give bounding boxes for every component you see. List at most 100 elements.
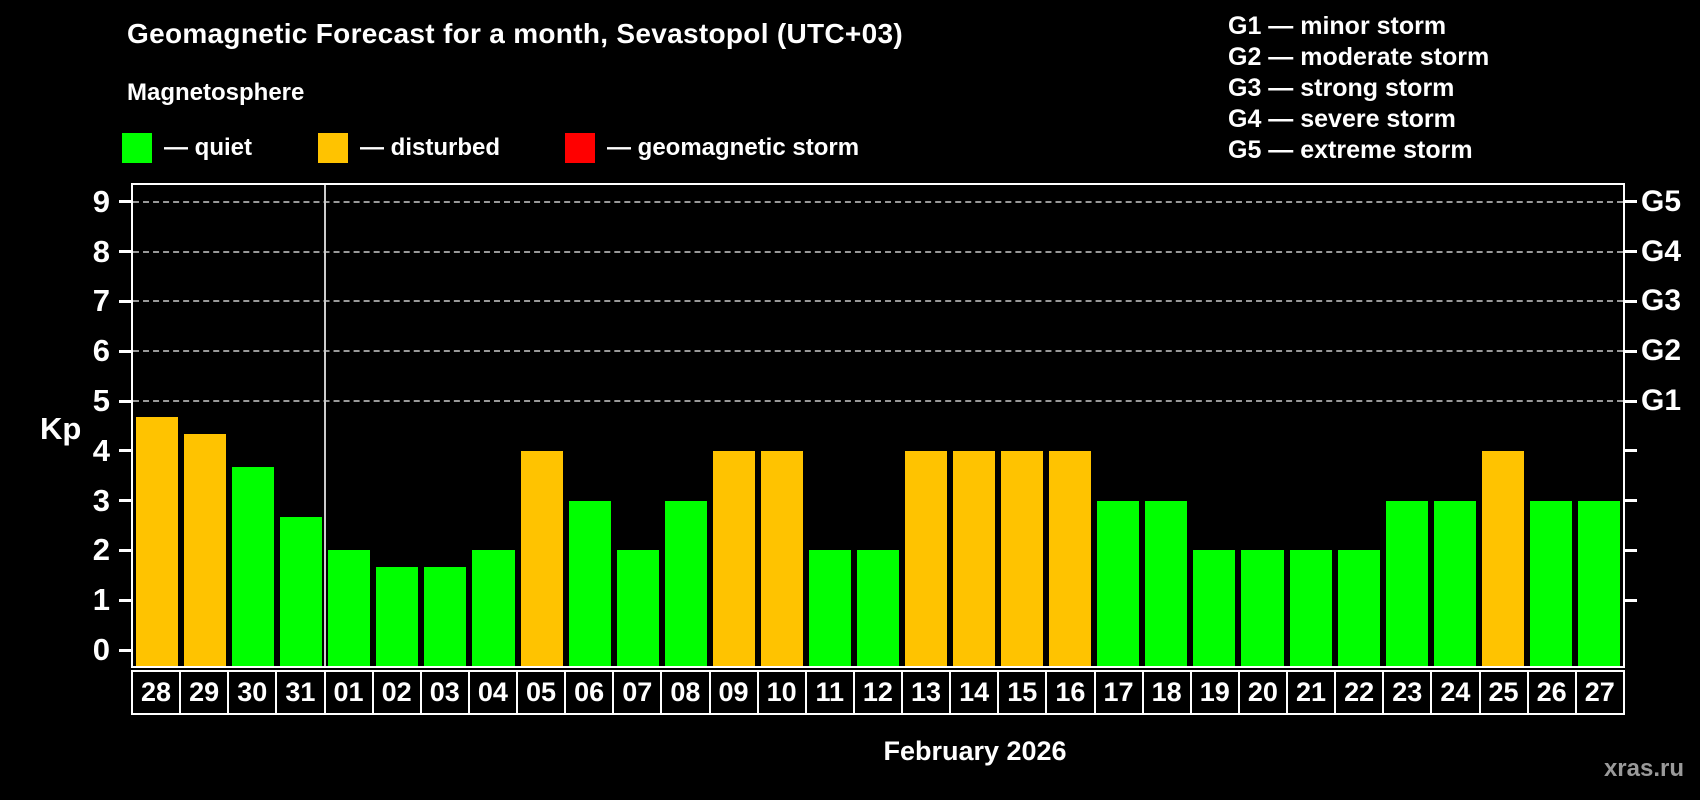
kp-bar-day-05 — [520, 450, 563, 666]
y-tick — [119, 250, 131, 254]
day-label-04: 04 — [467, 670, 518, 715]
right-axis-label-g4: G4 — [1641, 234, 1682, 268]
day-label-09: 09 — [708, 670, 759, 715]
plot-area — [131, 183, 1625, 668]
disturbed-color-swatch — [318, 133, 348, 163]
storm-scale-line: G4 — severe storm — [1228, 105, 1456, 133]
gridline-kp9 — [133, 200, 1623, 203]
kp-bar-day-09 — [712, 450, 755, 666]
right-tick — [1625, 399, 1637, 403]
gridline-kp6 — [133, 350, 1623, 353]
day-label-26: 26 — [1526, 670, 1577, 715]
day-label-14: 14 — [949, 670, 1000, 715]
kp-bar-day-27 — [1577, 500, 1620, 666]
y-tick — [119, 548, 131, 552]
right-tick — [1625, 449, 1637, 453]
day-label-16: 16 — [1045, 670, 1096, 715]
kp-bar-day-18 — [1145, 500, 1188, 666]
day-label-11: 11 — [804, 670, 855, 715]
y-tick-label: 7 — [92, 283, 110, 319]
right-tick — [1625, 200, 1637, 204]
day-label-21: 21 — [1286, 670, 1337, 715]
storm-scale-line: G3 — strong storm — [1228, 74, 1455, 102]
day-label-02: 02 — [371, 670, 422, 715]
y-tick-label: 2 — [92, 532, 110, 568]
watermark: xras.ru — [1603, 755, 1684, 782]
kp-bar-day-19 — [1193, 550, 1236, 666]
y-tick-label: 5 — [92, 383, 110, 418]
kp-bar-day-13 — [905, 450, 948, 666]
month-boundary-line — [324, 185, 327, 666]
right-axis-label-g2: G2 — [1641, 334, 1682, 368]
kp-bar-day-23 — [1385, 500, 1428, 666]
chart-subtitle: Magnetosphere — [127, 79, 305, 106]
right-axis-label-g1: G1 — [1641, 384, 1682, 417]
storm-scale-line: G5 — extreme storm — [1228, 136, 1473, 164]
day-label-23: 23 — [1382, 670, 1433, 715]
gridline-kp7 — [133, 300, 1623, 303]
gridline-kp8 — [133, 250, 1623, 253]
y-tick — [119, 648, 131, 652]
day-label-27: 27 — [1574, 670, 1625, 715]
right-tick — [1625, 548, 1637, 552]
kp-bar-day-04 — [472, 550, 515, 666]
right-axis-label-g5: G5 — [1641, 184, 1682, 218]
day-label-08: 08 — [660, 670, 711, 715]
kp-bar-day-11 — [808, 550, 851, 666]
kp-bar-day-30 — [232, 467, 275, 666]
day-label-07: 07 — [612, 670, 663, 715]
kp-bar-day-16 — [1049, 450, 1092, 666]
day-label-13: 13 — [901, 670, 952, 715]
y-tick-label: 6 — [92, 333, 110, 369]
y-tick — [119, 200, 131, 204]
y-tick — [119, 349, 131, 353]
storm-scale-line: G1 — minor storm — [1228, 12, 1447, 40]
day-label-29: 29 — [179, 670, 230, 715]
kp-bar-day-25 — [1481, 450, 1524, 666]
kp-bar-day-06 — [568, 500, 611, 666]
day-label-24: 24 — [1430, 670, 1481, 715]
y-tick — [119, 499, 131, 503]
day-label-25: 25 — [1478, 670, 1529, 715]
y-tick-label: 3 — [92, 482, 110, 518]
chart-title: Geomagnetic Forecast for a month, Sevast… — [127, 18, 903, 49]
day-label-20: 20 — [1237, 670, 1288, 715]
x-axis-title: February 2026 — [883, 736, 1067, 766]
y-axis-title: Kp — [40, 411, 82, 446]
kp-bar-day-21 — [1289, 550, 1332, 666]
day-label-17: 17 — [1093, 670, 1144, 715]
day-label-10: 10 — [756, 670, 807, 715]
day-label-19: 19 — [1189, 670, 1240, 715]
kp-bar-day-24 — [1433, 500, 1476, 666]
kp-bar-day-12 — [856, 550, 900, 666]
kp-bar-day-20 — [1241, 550, 1284, 666]
y-tick-label: 1 — [92, 582, 110, 618]
day-label-05: 05 — [516, 670, 567, 715]
legend-label: — quiet — [164, 134, 252, 161]
y-tick — [119, 598, 131, 602]
y-tick-label: 8 — [92, 233, 110, 269]
kp-bar-day-14 — [953, 450, 996, 666]
kp-bar-day-10 — [760, 450, 803, 666]
day-label-12: 12 — [852, 670, 903, 715]
legend-item-disturbed: — disturbed — [318, 131, 500, 165]
kp-bar-day-15 — [1001, 450, 1044, 666]
quiet-color-swatch — [122, 133, 152, 163]
day-label-03: 03 — [419, 670, 470, 715]
right-tick — [1625, 598, 1637, 602]
legend-label: — disturbed — [360, 134, 501, 161]
kp-bar-day-07 — [616, 550, 659, 666]
right-tick — [1625, 299, 1637, 303]
right-tick — [1625, 499, 1637, 503]
day-label-28: 28 — [131, 670, 182, 715]
kp-bar-day-26 — [1529, 500, 1572, 666]
y-tick-label: 0 — [92, 632, 110, 667]
day-label-31: 31 — [275, 670, 326, 715]
right-tick — [1625, 250, 1637, 254]
day-label-01: 01 — [323, 670, 374, 715]
day-label-30: 30 — [227, 670, 278, 715]
kp-bar-day-17 — [1097, 500, 1140, 666]
day-label-06: 06 — [564, 670, 615, 715]
y-tick-label: 9 — [92, 183, 110, 219]
